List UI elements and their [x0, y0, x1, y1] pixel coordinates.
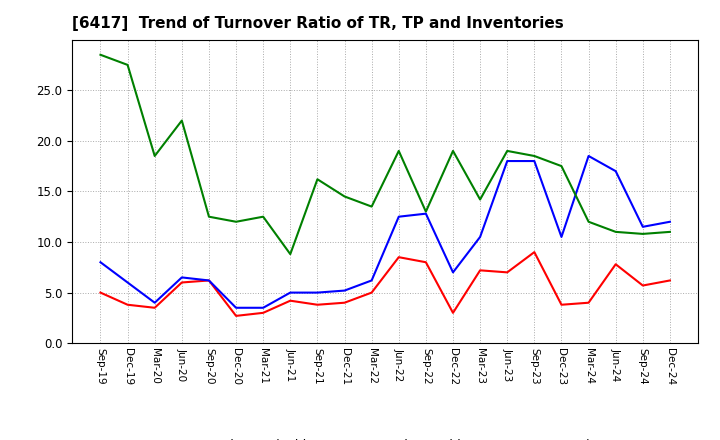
Inventories [367, 204, 376, 209]
Trade Receivables [259, 310, 268, 315]
Line: Trade Receivables: Trade Receivables [101, 252, 670, 316]
Trade Receivables [503, 270, 511, 275]
Trade Payables [367, 278, 376, 283]
Trade Payables [503, 158, 511, 164]
Trade Receivables [665, 278, 674, 283]
Trade Payables [639, 224, 647, 230]
Trade Receivables [557, 302, 566, 308]
Inventories [530, 153, 539, 158]
Trade Payables [421, 211, 430, 216]
Line: Inventories: Inventories [101, 55, 670, 254]
Inventories [178, 118, 186, 123]
Line: Trade Payables: Trade Payables [101, 156, 670, 308]
Trade Receivables [150, 305, 159, 311]
Inventories [232, 219, 240, 224]
Inventories [150, 153, 159, 158]
Trade Payables [449, 270, 457, 275]
Trade Receivables [204, 278, 213, 283]
Inventories [557, 163, 566, 169]
Inventories [259, 214, 268, 220]
Trade Receivables [178, 280, 186, 285]
Trade Receivables [639, 283, 647, 288]
Trade Payables [204, 278, 213, 283]
Trade Payables [150, 300, 159, 305]
Trade Receivables [476, 268, 485, 273]
Trade Payables [341, 288, 349, 293]
Trade Receivables [530, 249, 539, 255]
Trade Receivables [341, 300, 349, 305]
Text: [6417]  Trend of Turnover Ratio of TR, TP and Inventories: [6417] Trend of Turnover Ratio of TR, TP… [72, 16, 564, 32]
Trade Payables [530, 158, 539, 164]
Trade Payables [665, 219, 674, 224]
Inventories [611, 229, 620, 235]
Trade Receivables [232, 313, 240, 319]
Inventories [96, 52, 105, 57]
Trade Receivables [286, 298, 294, 303]
Inventories [639, 231, 647, 237]
Trade Receivables [449, 310, 457, 315]
Trade Receivables [421, 260, 430, 265]
Trade Receivables [313, 302, 322, 308]
Inventories [421, 209, 430, 214]
Inventories [476, 197, 485, 202]
Trade Receivables [584, 300, 593, 305]
Inventories [313, 176, 322, 182]
Trade Receivables [123, 302, 132, 308]
Trade Payables [232, 305, 240, 311]
Inventories [449, 148, 457, 154]
Inventories [286, 252, 294, 257]
Trade Payables [476, 234, 485, 239]
Inventories [204, 214, 213, 220]
Trade Payables [395, 214, 403, 220]
Trade Payables [313, 290, 322, 295]
Trade Payables [96, 260, 105, 265]
Trade Payables [557, 234, 566, 239]
Trade Payables [611, 169, 620, 174]
Trade Payables [178, 275, 186, 280]
Trade Payables [259, 305, 268, 311]
Inventories [665, 229, 674, 235]
Inventories [123, 62, 132, 67]
Trade Payables [123, 280, 132, 285]
Inventories [503, 148, 511, 154]
Legend: Trade Receivables, Trade Payables, Inventories: Trade Receivables, Trade Payables, Inven… [161, 434, 610, 440]
Trade Receivables [395, 254, 403, 260]
Trade Payables [584, 153, 593, 158]
Inventories [341, 194, 349, 199]
Inventories [584, 219, 593, 224]
Trade Payables [286, 290, 294, 295]
Trade Receivables [611, 262, 620, 267]
Inventories [395, 148, 403, 154]
Trade Receivables [367, 290, 376, 295]
Trade Receivables [96, 290, 105, 295]
